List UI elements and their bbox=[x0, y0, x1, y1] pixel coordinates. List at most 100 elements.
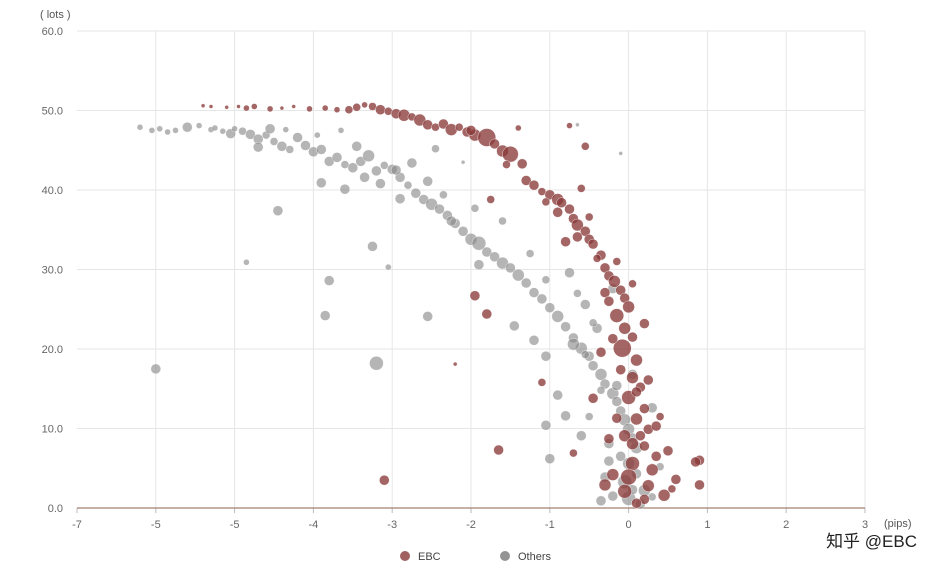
data-point[interactable] bbox=[564, 203, 575, 215]
data-point[interactable] bbox=[626, 371, 639, 384]
data-point[interactable] bbox=[560, 321, 571, 332]
data-point[interactable] bbox=[588, 318, 598, 327]
data-point[interactable] bbox=[618, 151, 623, 156]
data-point[interactable] bbox=[291, 104, 296, 109]
data-point[interactable] bbox=[651, 451, 662, 462]
data-point[interactable] bbox=[502, 160, 511, 169]
data-point[interactable] bbox=[608, 275, 621, 288]
data-point[interactable] bbox=[630, 353, 643, 367]
data-point[interactable] bbox=[375, 178, 386, 189]
data-point[interactable] bbox=[580, 299, 591, 310]
data-point[interactable] bbox=[541, 275, 551, 284]
data-point[interactable] bbox=[581, 142, 590, 151]
data-point[interactable] bbox=[431, 144, 440, 153]
data-point[interactable] bbox=[536, 293, 548, 305]
data-point[interactable] bbox=[337, 127, 345, 134]
data-point[interactable] bbox=[662, 445, 674, 456]
data-point[interactable] bbox=[603, 296, 615, 307]
data-point[interactable] bbox=[385, 263, 392, 271]
data-point[interactable] bbox=[394, 193, 406, 204]
data-point[interactable] bbox=[359, 172, 370, 183]
data-point[interactable] bbox=[316, 144, 327, 155]
data-point[interactable] bbox=[620, 468, 637, 486]
data-point[interactable] bbox=[253, 141, 264, 153]
data-point[interactable] bbox=[352, 103, 361, 112]
data-point[interactable] bbox=[618, 322, 631, 335]
data-point[interactable] bbox=[446, 215, 457, 227]
data-point[interactable] bbox=[471, 236, 487, 251]
data-point[interactable] bbox=[613, 339, 632, 358]
data-point[interactable] bbox=[540, 351, 552, 362]
data-point[interactable] bbox=[630, 412, 643, 426]
data-point[interactable] bbox=[611, 380, 622, 391]
data-point[interactable] bbox=[422, 119, 433, 131]
data-point[interactable] bbox=[502, 145, 519, 163]
data-point[interactable] bbox=[331, 152, 343, 163]
data-point[interactable] bbox=[136, 123, 144, 131]
data-point[interactable] bbox=[571, 218, 584, 232]
data-point[interactable] bbox=[150, 363, 162, 375]
data-point[interactable] bbox=[245, 129, 256, 140]
data-point[interactable] bbox=[581, 350, 590, 359]
data-point[interactable] bbox=[481, 308, 492, 320]
data-point[interactable] bbox=[465, 125, 477, 136]
data-point[interactable] bbox=[573, 289, 582, 298]
data-point[interactable] bbox=[587, 360, 599, 371]
data-point[interactable] bbox=[575, 122, 580, 128]
data-point[interactable] bbox=[625, 456, 640, 471]
data-point[interactable] bbox=[481, 246, 492, 258]
data-point[interactable] bbox=[489, 138, 500, 150]
data-point[interactable] bbox=[639, 318, 650, 329]
data-point[interactable] bbox=[617, 484, 632, 499]
data-point[interactable] bbox=[422, 176, 433, 187]
data-point[interactable] bbox=[172, 127, 179, 134]
data-point[interactable] bbox=[469, 290, 481, 301]
data-point[interactable] bbox=[609, 308, 624, 323]
data-point[interactable] bbox=[509, 320, 520, 332]
data-point[interactable] bbox=[195, 122, 203, 129]
data-point[interactable] bbox=[434, 203, 445, 215]
data-point[interactable] bbox=[243, 104, 250, 112]
data-point[interactable] bbox=[279, 105, 285, 111]
data-point[interactable] bbox=[148, 127, 156, 134]
data-point[interactable] bbox=[525, 249, 535, 258]
data-point[interactable] bbox=[460, 159, 466, 165]
data-point[interactable] bbox=[599, 287, 611, 298]
data-point[interactable] bbox=[211, 124, 219, 132]
data-point[interactable] bbox=[606, 468, 619, 481]
data-point[interactable] bbox=[595, 347, 607, 358]
data-point[interactable] bbox=[320, 310, 331, 321]
data-point[interactable] bbox=[595, 495, 607, 506]
data-point[interactable] bbox=[544, 453, 555, 464]
data-point[interactable] bbox=[528, 335, 540, 346]
data-point[interactable] bbox=[282, 126, 289, 133]
data-point[interactable] bbox=[642, 479, 655, 492]
data-point[interactable] bbox=[611, 413, 622, 424]
data-point[interactable] bbox=[455, 122, 464, 132]
data-point[interactable] bbox=[371, 165, 382, 177]
legend-item-others[interactable]: Others bbox=[500, 551, 552, 563]
data-point[interactable] bbox=[628, 279, 637, 288]
data-point[interactable] bbox=[517, 158, 528, 170]
data-point[interactable] bbox=[521, 277, 532, 289]
data-point[interactable] bbox=[552, 207, 563, 218]
data-point[interactable] bbox=[406, 157, 418, 169]
data-point[interactable] bbox=[200, 103, 206, 108]
data-point[interactable] bbox=[369, 356, 384, 371]
data-point[interactable] bbox=[362, 149, 375, 163]
data-point[interactable] bbox=[498, 216, 507, 226]
data-point[interactable] bbox=[627, 331, 638, 343]
data-point[interactable] bbox=[556, 197, 567, 208]
data-point[interactable] bbox=[594, 368, 608, 381]
data-point[interactable] bbox=[540, 420, 552, 431]
data-point[interactable] bbox=[521, 175, 532, 186]
data-point[interactable] bbox=[541, 197, 551, 207]
data-point[interactable] bbox=[231, 125, 238, 133]
data-point[interactable] bbox=[587, 393, 599, 404]
data-point[interactable] bbox=[306, 105, 313, 113]
data-point[interactable] bbox=[667, 484, 677, 494]
data-point[interactable] bbox=[612, 257, 621, 266]
data-point[interactable] bbox=[457, 226, 469, 237]
data-point[interactable] bbox=[361, 101, 368, 109]
data-point[interactable] bbox=[569, 448, 578, 458]
